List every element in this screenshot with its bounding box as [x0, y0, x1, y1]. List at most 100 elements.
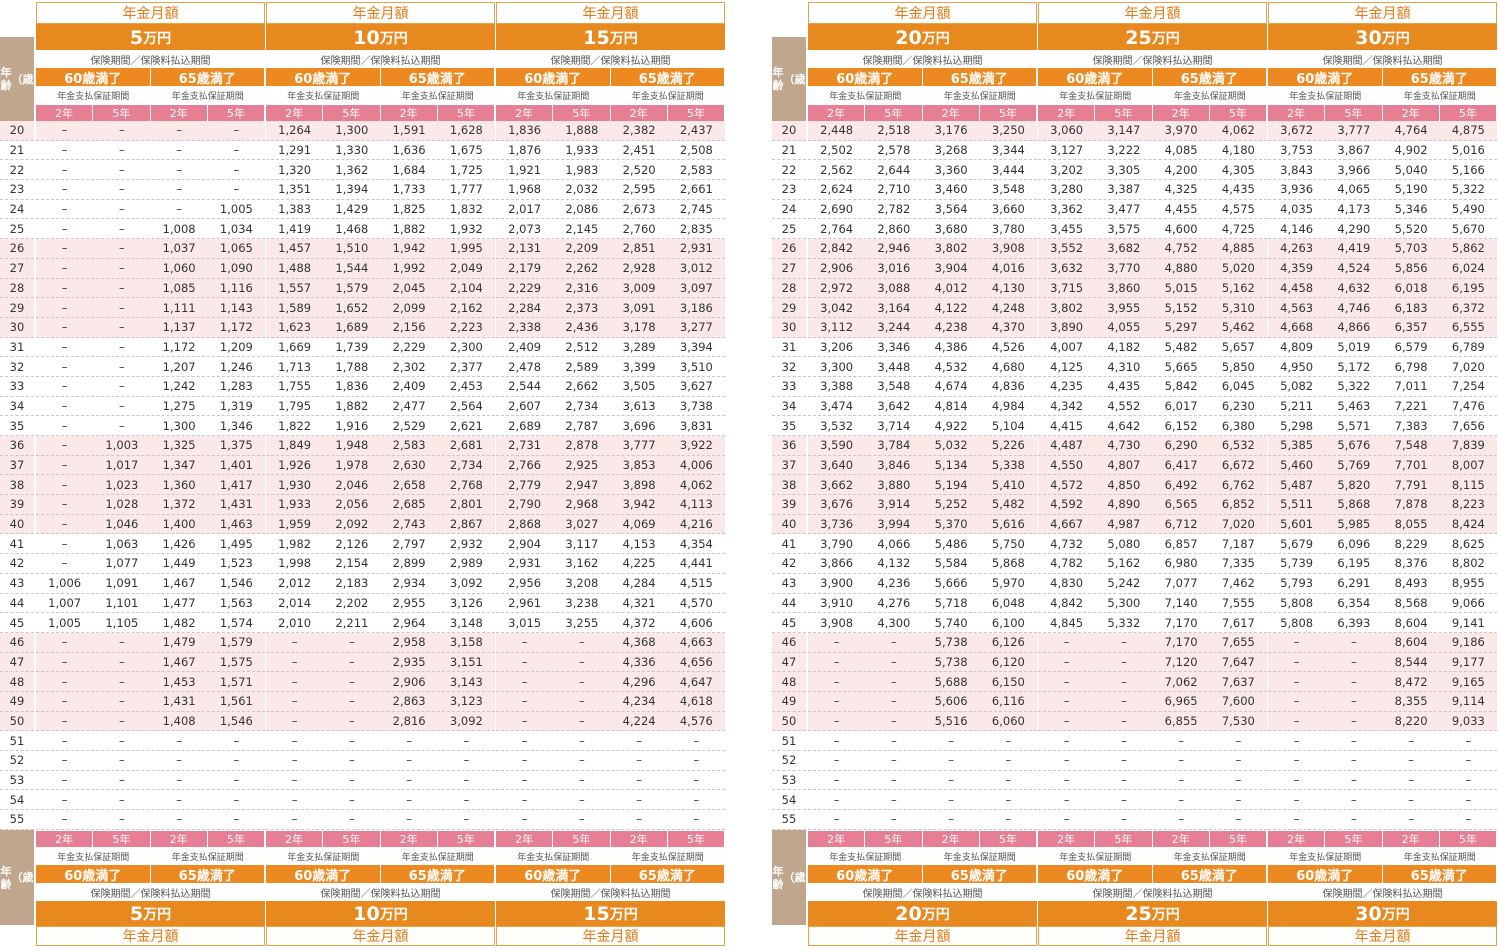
- cell-value: 3,660: [991, 202, 1025, 217]
- cell-value: 2,972: [820, 280, 854, 295]
- cell-value: 4,085: [1164, 143, 1198, 158]
- cell-value: –: [948, 812, 954, 827]
- table-row: 1,383 1,429 1,825 1,832: [266, 200, 495, 220]
- cell-value: 3,908: [820, 615, 854, 630]
- cell-value: 8,007: [1451, 458, 1485, 473]
- table-row: – – 4,336 4,656: [496, 652, 725, 673]
- cell-value: –: [833, 654, 840, 669]
- table-row: 3,632 3,770 4,880 5,020: [1038, 258, 1267, 279]
- cell-value: 4,592: [1050, 497, 1084, 512]
- age-cell: 25: [0, 219, 34, 240]
- cell-value: 1,579: [335, 280, 369, 295]
- table-row: 4,007 4,182 5,482 5,657: [1038, 338, 1267, 358]
- table-row: – – – –: [36, 751, 265, 771]
- cell-value: 8,424: [1451, 517, 1485, 532]
- cell-value: 1,209: [219, 339, 253, 354]
- year-label: 5年: [553, 830, 611, 847]
- cell-value: 3,238: [565, 595, 599, 610]
- cell-value: –: [1121, 733, 1127, 748]
- cell-value: 5,703: [1394, 241, 1428, 256]
- annuity-amount-bottom: 25 万円: [1038, 901, 1267, 926]
- cell-value: 5,486: [934, 536, 968, 551]
- cell-value: –: [1005, 753, 1012, 768]
- cell-value: 3,176: [934, 123, 968, 138]
- cell-value: –: [579, 635, 585, 650]
- cell-value: 5,460: [1280, 458, 1314, 473]
- cell-value: –: [948, 792, 954, 807]
- cell-value: 1,788: [335, 359, 369, 374]
- cell-value: –: [61, 654, 68, 669]
- year-label: 5年: [323, 830, 381, 847]
- cell-value: –: [1465, 733, 1472, 748]
- cell-value: 1,825: [392, 202, 426, 217]
- cell-value: 1,669: [278, 339, 312, 354]
- table-row: – – 2,958 3,158: [266, 632, 495, 653]
- guarantee-label-row-bottom-b: 年金支払保証期間: [171, 852, 244, 863]
- cell-value: 8,220: [1394, 713, 1428, 728]
- age-cell: 40: [772, 514, 806, 535]
- table-row: – – 1,060 1,090: [36, 258, 265, 279]
- cell-value: 6,712: [1164, 517, 1198, 532]
- cell-value: 5,310: [1221, 300, 1255, 315]
- table-row: – – – –: [36, 771, 265, 791]
- age-cell: 47: [772, 652, 806, 673]
- cell-value: 2,512: [565, 339, 599, 354]
- cell-value: –: [1293, 674, 1300, 689]
- age-cell: 30: [772, 317, 806, 338]
- cell-value: –: [61, 773, 68, 788]
- guarantee-years-row: 2年 5年 2年 5年: [36, 830, 265, 847]
- cell-value: –: [291, 792, 298, 807]
- cell-value: 4,885: [1221, 241, 1255, 256]
- table-row: 4,563 4,746 6,183 6,372: [1268, 298, 1497, 318]
- table-row: – – – –: [266, 751, 495, 771]
- table-row: 1,795 1,882 2,477 2,564: [266, 397, 495, 417]
- guarantee-label-row-b: 年金支払保証期間: [631, 91, 704, 102]
- age-cell: 27: [0, 258, 34, 279]
- cell-value: 4,575: [1221, 202, 1255, 217]
- table-row: – – – –: [1038, 790, 1267, 811]
- cell-value: –: [833, 812, 840, 827]
- cell-value: 2,662: [565, 379, 599, 394]
- table-row: – – 5,738 6,126: [808, 632, 1037, 653]
- cell-value: –: [119, 713, 125, 728]
- annuity-amount: 10 万円: [266, 24, 495, 52]
- cell-value: –: [579, 773, 585, 788]
- cell-value: 9,114: [1451, 694, 1485, 709]
- cell-value: 1,589: [278, 300, 312, 315]
- table-row: – – – –: [36, 810, 265, 830]
- cell-value: –: [349, 753, 355, 768]
- cell-value: 5,040: [1394, 162, 1428, 177]
- guarantee-label-row-bottom-b: 年金支払保証期間: [631, 852, 704, 863]
- cell-value: 4,441: [679, 556, 713, 571]
- annuity-group-10: 年金月額 10 万円 保険期間／保険料払込期間 60歳満了 65歳満了 年金支払保証期間 年金…: [266, 0, 495, 950]
- cell-value: 4,325: [1164, 182, 1198, 197]
- cell-value: 9,165: [1451, 674, 1485, 689]
- annuity-amount-suffix: 万円: [143, 31, 172, 47]
- year-label: 5年: [437, 104, 495, 121]
- age-header-bottom: 契約年齢（歳）: [762, 830, 817, 925]
- cell-value: –: [349, 792, 355, 807]
- cell-value: 1,037: [162, 241, 196, 256]
- table-row: – – 1,137 1,172: [36, 317, 265, 338]
- cell-value: 3,222: [1107, 143, 1141, 158]
- cell-value: 5,868: [1337, 497, 1371, 512]
- cell-value: 3,387: [1107, 182, 1141, 197]
- cell-value: 1,320: [278, 162, 312, 177]
- cell-value: 7,555: [1221, 595, 1255, 610]
- cell-value: 4,950: [1280, 359, 1314, 374]
- cell-value: 2,681: [449, 438, 483, 453]
- cell-value: –: [579, 654, 585, 669]
- cell-value: 5,385: [1280, 438, 1314, 453]
- guarantee-label-row-a: 年金支払保証期間: [829, 91, 902, 102]
- cell-value: 4,419: [1337, 241, 1371, 256]
- table-row: 3,753 3,867 4,902 5,016: [1268, 141, 1497, 161]
- cell-value: 1,046: [105, 517, 139, 532]
- table-row: 4,487 4,730 6,290 6,532: [1038, 436, 1267, 456]
- cell-value: 4,572: [1050, 477, 1084, 492]
- cell-value: –: [1063, 635, 1070, 650]
- table-row: – – 1,453 1,571: [36, 672, 265, 692]
- table-row: 4,809 5,019 6,579 6,789: [1268, 338, 1497, 358]
- cell-value: 1,003: [105, 438, 139, 453]
- cell-value: 2,564: [449, 398, 483, 413]
- cell-value: –: [1005, 792, 1012, 807]
